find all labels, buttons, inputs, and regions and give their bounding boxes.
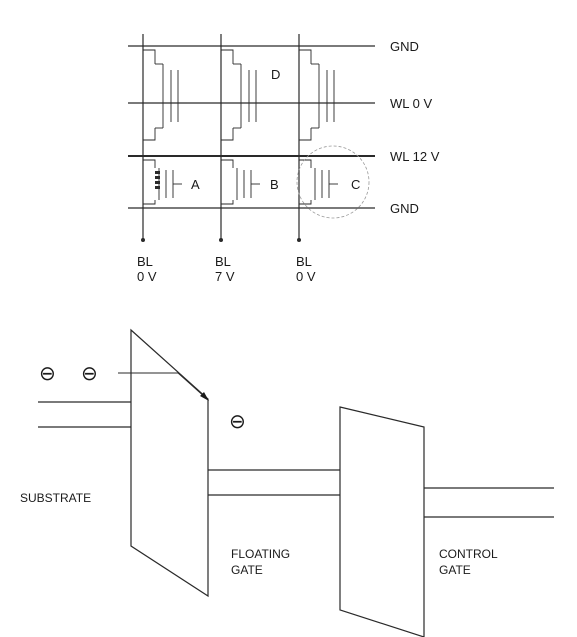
electron-icon-1: ⊖ bbox=[39, 361, 56, 385]
cell-c-highlight-circle bbox=[296, 145, 370, 219]
cell-transistor-top-3 bbox=[299, 49, 343, 141]
cell-label-b: B bbox=[270, 177, 279, 192]
label-floating-gate-line2: GATE bbox=[231, 563, 263, 577]
electron-icon-2: ⊖ bbox=[81, 361, 98, 385]
bitline-2-name: BL bbox=[215, 254, 231, 269]
cell-transistor-top-1 bbox=[143, 49, 187, 141]
tunnel-oxide-barrier bbox=[130, 328, 209, 598]
bitline-2-voltage: 7 V bbox=[215, 269, 235, 284]
tunneling-arrowhead bbox=[200, 392, 209, 401]
energy-band-diagram: ⊖ ⊖ ⊖ SUBSTRATE FLOATING GATE CONTROL GA… bbox=[20, 328, 554, 637]
bitline-1-terminal bbox=[141, 238, 145, 242]
electron-icon-3: ⊖ bbox=[229, 409, 246, 433]
label-control-gate-line2: GATE bbox=[439, 563, 471, 577]
cell-transistor-a bbox=[143, 159, 182, 205]
memory-array-schematic: GND WL 0 V WL 12 V GND D A B C BL 0 V BL… bbox=[128, 34, 440, 284]
bitline-1-voltage: 0 V bbox=[137, 269, 157, 284]
cell-transistor-top-2 bbox=[221, 49, 262, 141]
cell-transistor-b bbox=[221, 159, 260, 205]
label-substrate: SUBSTRATE bbox=[20, 491, 91, 505]
label-floating-gate-line1: FLOATING bbox=[231, 547, 290, 561]
tunneling-arrow bbox=[118, 372, 208, 400]
bitline-1-name: BL bbox=[137, 254, 153, 269]
bitline-3-terminal bbox=[297, 238, 301, 242]
rail-label-wl-0v: WL 0 V bbox=[390, 96, 432, 111]
bitline-2-terminal bbox=[219, 238, 223, 242]
cell-label-d: D bbox=[271, 67, 280, 82]
cell-transistor-c bbox=[299, 159, 338, 205]
bitline-3-voltage: 0 V bbox=[296, 269, 316, 284]
cell-label-c: C bbox=[351, 177, 360, 192]
rail-label-wl-12v: WL 12 V bbox=[390, 149, 440, 164]
control-oxide-barrier bbox=[339, 406, 425, 637]
label-control-gate-line1: CONTROL bbox=[439, 547, 498, 561]
rail-label-gnd-bottom: GND bbox=[390, 201, 419, 216]
bitline-3-name: BL bbox=[296, 254, 312, 269]
cell-label-a: A bbox=[191, 177, 200, 192]
rail-label-gnd-top: GND bbox=[390, 39, 419, 54]
